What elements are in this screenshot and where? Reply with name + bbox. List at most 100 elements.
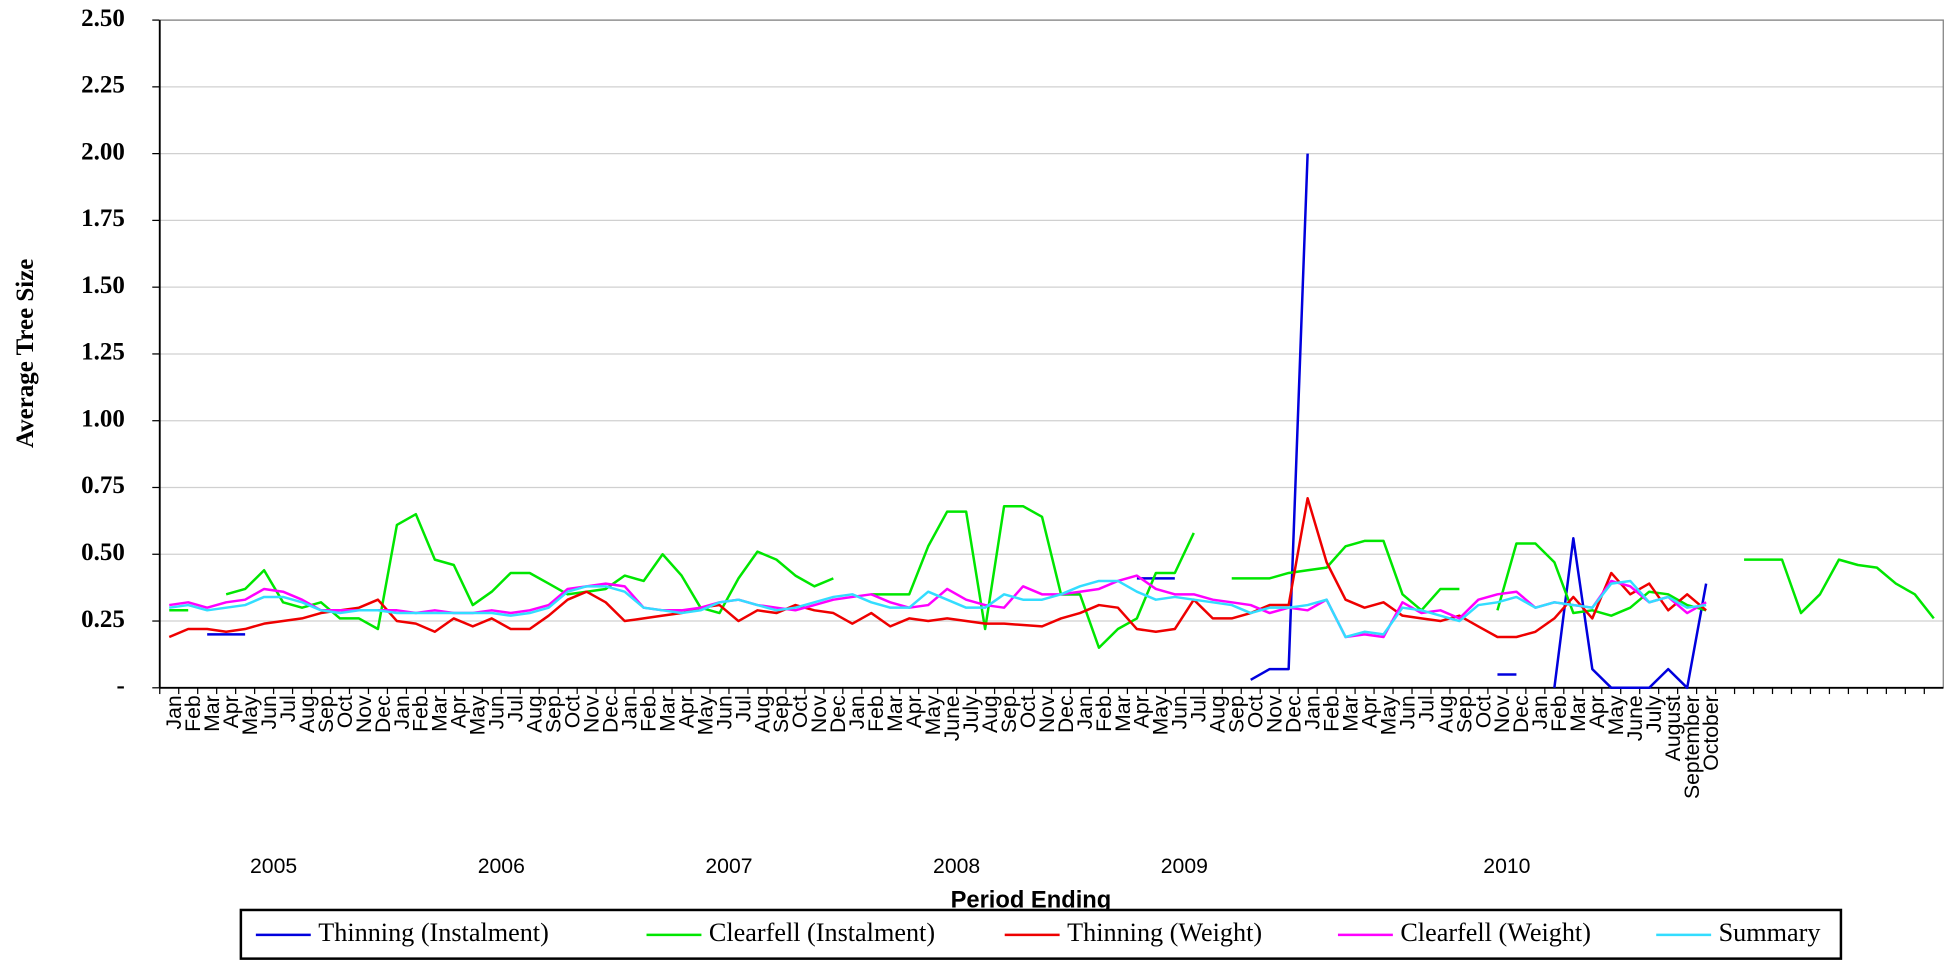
x-tick-label: Mar bbox=[1112, 695, 1135, 732]
x-tick-label: Mar bbox=[884, 695, 907, 732]
x-tick-label: Jan bbox=[1302, 695, 1325, 729]
y-tick-label: 1.50 bbox=[81, 272, 125, 299]
x-tick-label: Sep bbox=[315, 695, 338, 733]
x-tick-label: October bbox=[1700, 695, 1723, 770]
y-tick-label: 1.75 bbox=[81, 205, 125, 232]
x-tick-label: Dec bbox=[1055, 695, 1078, 733]
x-tick-label: Dec bbox=[827, 695, 850, 733]
x-tick-label: Nov bbox=[1264, 695, 1287, 733]
x-tick-label: Nov bbox=[353, 695, 376, 733]
year-label: 2006 bbox=[478, 855, 525, 878]
y-tick-label: 0.25 bbox=[81, 606, 125, 633]
x-tick-label: Nov bbox=[1036, 695, 1059, 733]
legend: Thinning (Instalment) Clearfell (Instalme… bbox=[239, 908, 1843, 960]
x-tick-label: Jul bbox=[1415, 695, 1438, 722]
x-tick-label: Aug bbox=[1434, 695, 1457, 733]
y-tick-label: 0.75 bbox=[81, 472, 125, 499]
x-tick-label: Aug bbox=[979, 695, 1002, 733]
x-tick-label: Jan bbox=[618, 695, 641, 729]
x-tick-label: Apr bbox=[220, 695, 243, 728]
x-tick-label: Jan bbox=[163, 695, 186, 729]
year-label: 2005 bbox=[250, 855, 297, 878]
x-tick-label: Sep bbox=[1453, 695, 1476, 733]
x-tick-label: June bbox=[941, 695, 964, 741]
x-tick-label: June bbox=[1624, 695, 1647, 741]
x-tick-label: May bbox=[239, 695, 262, 735]
legend-label: Clearfell (Weight) bbox=[1400, 918, 1591, 947]
x-tick-label: Apr bbox=[448, 695, 471, 728]
x-tick-label: Dec bbox=[372, 695, 395, 733]
year-label: 2007 bbox=[705, 855, 752, 878]
year-label: 2010 bbox=[1483, 855, 1530, 878]
x-tick-label: May bbox=[922, 695, 945, 735]
x-tick-label: Sep bbox=[998, 695, 1021, 733]
x-tick-label: July bbox=[960, 695, 983, 733]
x-tick-label: Dec bbox=[599, 695, 622, 733]
x-tick-label: Nov bbox=[1491, 695, 1514, 733]
y-tick-label: - bbox=[116, 673, 124, 700]
x-tick-label: Apr bbox=[1586, 695, 1609, 728]
x-tick-label: Oct bbox=[334, 695, 357, 728]
x-tick-label: September bbox=[1681, 695, 1704, 799]
x-tick-label: Feb bbox=[410, 695, 433, 732]
x-tick-label: Feb bbox=[637, 695, 660, 732]
x-tick-label: Apr bbox=[675, 695, 698, 728]
x-tick-label: Jun bbox=[486, 695, 509, 729]
x-tick-label: Jun bbox=[258, 695, 281, 729]
x-tick-label: Feb bbox=[1093, 695, 1116, 732]
series-line bbox=[169, 504, 1935, 649]
x-tick-label: Sep bbox=[1226, 695, 1249, 733]
x-tick-label: Mar bbox=[1567, 695, 1590, 732]
legend-label: Summary bbox=[1719, 918, 1821, 947]
y-axis-title: Average Tree Size bbox=[12, 259, 39, 448]
year-label: 2009 bbox=[1161, 855, 1208, 878]
series-line bbox=[169, 579, 1707, 639]
x-tick-label: Mar bbox=[1339, 695, 1362, 732]
x-tick-label: Jan bbox=[1529, 695, 1552, 729]
y-tick-label: 1.00 bbox=[81, 405, 125, 432]
x-tick-label: Jun bbox=[1396, 695, 1419, 729]
x-tick-label: Jan bbox=[846, 695, 869, 729]
x-tick-label: Oct bbox=[1017, 695, 1040, 728]
series-line bbox=[168, 496, 1707, 639]
x-tick-label: Jan bbox=[1074, 695, 1097, 729]
x-tick-label: Jun bbox=[713, 695, 736, 729]
x-tick-label: Oct bbox=[562, 695, 585, 728]
x-tick-label: Jul bbox=[1188, 695, 1211, 722]
x-tick-label: Jan bbox=[391, 695, 414, 729]
x-tick-label: May bbox=[1150, 695, 1173, 735]
x-tick-label: Oct bbox=[789, 695, 812, 728]
x-tick-label: May bbox=[1605, 695, 1628, 735]
x-tick-label: Jul bbox=[505, 695, 528, 722]
y-tick-label: 2.50 bbox=[81, 5, 125, 32]
x-tick-label: Feb bbox=[865, 695, 888, 732]
x-tick-label: July bbox=[1643, 695, 1666, 733]
x-tick-label: Aug bbox=[751, 695, 774, 733]
legend-label: Clearfell (Instalment) bbox=[709, 918, 935, 947]
x-tick-label: Jul bbox=[277, 695, 300, 722]
x-tick-label: August bbox=[1662, 695, 1685, 761]
y-tick-label: 2.25 bbox=[81, 72, 125, 99]
legend-label: Thinning (Instalment) bbox=[318, 918, 549, 947]
x-tick-label: May bbox=[1377, 695, 1400, 735]
x-tick-label: Sep bbox=[543, 695, 566, 733]
x-tick-label: Oct bbox=[1245, 695, 1268, 728]
x-tick-label: Oct bbox=[1472, 695, 1495, 728]
y-tick-label: 1.25 bbox=[81, 339, 125, 366]
x-tick-label: Jul bbox=[732, 695, 755, 722]
x-tick-label: Mar bbox=[201, 695, 224, 732]
x-tick-label: Aug bbox=[296, 695, 319, 733]
x-tick-label: Dec bbox=[1283, 695, 1306, 733]
x-tick-label: Jun bbox=[1169, 695, 1192, 729]
x-tick-label: Aug bbox=[524, 695, 547, 733]
x-tick-label: May bbox=[694, 695, 717, 735]
x-tick-label: Apr bbox=[1358, 695, 1381, 728]
legend-label: Thinning (Weight) bbox=[1067, 918, 1262, 947]
x-tick-label: Feb bbox=[182, 695, 205, 732]
x-tick-label: Nov bbox=[808, 695, 831, 733]
year-label: 2008 bbox=[933, 855, 980, 878]
x-tick-label: Apr bbox=[903, 695, 926, 728]
x-tick-label: Dec bbox=[1510, 695, 1533, 733]
